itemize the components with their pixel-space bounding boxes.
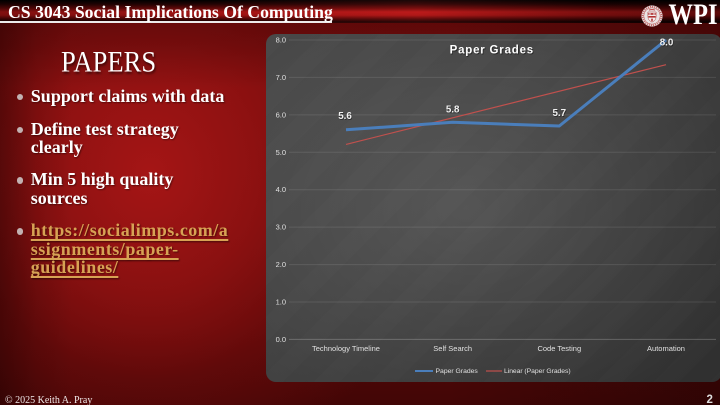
svg-text:8.0: 8.0 <box>660 38 674 49</box>
svg-text:1.0: 1.0 <box>276 298 286 307</box>
svg-text:3.0: 3.0 <box>276 223 286 232</box>
svg-text:Code Testing: Code Testing <box>537 344 581 353</box>
svg-text:4.0: 4.0 <box>276 185 286 194</box>
svg-text:5.6: 5.6 <box>338 111 352 122</box>
svg-text:8.0: 8.0 <box>660 38 674 49</box>
svg-text:Self Search: Self Search <box>433 344 472 353</box>
svg-text:Automation: Automation <box>647 344 685 353</box>
svg-text:2.0: 2.0 <box>276 260 286 269</box>
svg-text:Paper Grades: Paper Grades <box>450 45 534 57</box>
svg-text:Paper Grades: Paper Grades <box>436 368 479 375</box>
svg-text:Technology Timeline: Technology Timeline <box>312 344 380 353</box>
svg-text:5.8: 5.8 <box>447 105 461 116</box>
svg-text:0.0: 0.0 <box>276 335 286 344</box>
svg-text:Paper Grades: Paper Grades <box>450 46 534 58</box>
svg-text:5.6: 5.6 <box>339 112 353 123</box>
svg-text:Linear (Paper Grades): Linear (Paper Grades) <box>504 368 571 375</box>
svg-text:5.7: 5.7 <box>553 109 567 120</box>
svg-text:6.0: 6.0 <box>276 110 286 119</box>
svg-text:7.0: 7.0 <box>276 73 286 82</box>
svg-text:5.7: 5.7 <box>552 108 566 119</box>
svg-text:8.0: 8.0 <box>276 36 286 45</box>
svg-text:5.0: 5.0 <box>276 148 286 157</box>
svg-text:5.8: 5.8 <box>446 104 460 115</box>
